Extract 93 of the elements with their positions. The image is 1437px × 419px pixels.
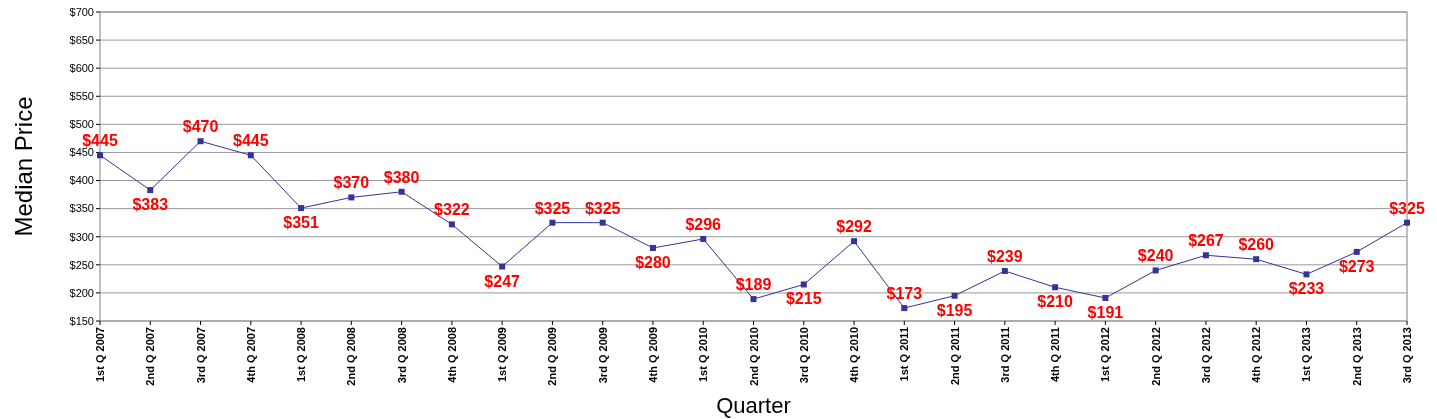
x-tick-label: 1st Q 2007 — [94, 327, 106, 383]
point — [448, 221, 455, 228]
point — [549, 219, 556, 226]
point — [147, 187, 154, 194]
x-tick-label: 3rd Q 2013 — [1401, 327, 1413, 384]
text: $322 — [434, 201, 470, 219]
y-tick-label: $350 — [69, 202, 94, 215]
point — [298, 205, 305, 212]
point — [700, 235, 707, 242]
y-tick-label: $400 — [69, 174, 94, 187]
y-tick-label: $700 — [69, 5, 94, 18]
point — [1052, 284, 1059, 291]
point — [951, 292, 958, 299]
x-tick-label: 4th Q 2012 — [1250, 327, 1263, 383]
text: $195 — [936, 301, 973, 319]
point — [599, 219, 606, 226]
point — [800, 281, 807, 288]
x-tick-label: 1st Q 2008 — [295, 327, 308, 383]
x-tick-label: 4th Q 2008 — [445, 327, 458, 383]
x-tick-label: 2nd Q 2008 — [345, 327, 358, 386]
point — [1404, 219, 1410, 226]
text: $189 — [735, 276, 772, 294]
point — [197, 138, 204, 145]
x-tick-label: 3rd Q 2010 — [797, 327, 810, 384]
text: $325 — [534, 199, 571, 217]
x-tick-label: 3rd Q 2009 — [596, 327, 609, 384]
y-tick-label: $250 — [69, 258, 94, 271]
text: $260 — [1238, 236, 1274, 254]
point — [247, 152, 254, 159]
point — [1253, 256, 1260, 263]
text: $233 — [1288, 280, 1325, 298]
x-tick-label: 2nd Q 2011 — [948, 327, 961, 386]
point — [851, 238, 858, 245]
point — [750, 296, 757, 303]
point — [1353, 248, 1360, 255]
x-tick-label: 1st Q 2013 — [1300, 327, 1313, 383]
y-tick-label: $300 — [69, 230, 94, 243]
point — [398, 188, 405, 195]
y-tick-label: $200 — [69, 286, 94, 299]
x-tick-label: 2nd Q 2010 — [747, 327, 760, 386]
x-tick-label: 3rd Q 2007 — [194, 327, 207, 384]
x-tick-label: 1st Q 2011 — [898, 327, 911, 382]
text: $445 — [233, 132, 269, 150]
x-tick-label: 2nd Q 2009 — [546, 327, 559, 386]
x-tick-label: 2nd Q 2007 — [144, 327, 157, 386]
x-tick-label: 3rd Q 2012 — [1199, 327, 1212, 384]
x-tick-label: 1st Q 2010 — [697, 327, 710, 383]
point — [499, 263, 506, 270]
text: $273 — [1338, 257, 1375, 275]
text: $240 — [1137, 247, 1174, 265]
text: $247 — [484, 272, 520, 290]
x-tick-label: 4th Q 2009 — [646, 327, 659, 383]
y-tick-label: $500 — [69, 118, 94, 131]
x-tick-label: 4th Q 2007 — [244, 327, 257, 383]
point — [649, 244, 656, 251]
text: $239 — [987, 248, 1023, 265]
text: $296 — [685, 215, 722, 233]
x-tick-label: 4th Q 2011 — [1049, 327, 1062, 383]
text: $380 — [383, 168, 420, 186]
text: $267 — [1188, 232, 1224, 250]
x-tick-label: 2nd Q 2013 — [1350, 327, 1363, 386]
text: $191 — [1087, 303, 1124, 321]
x-tick-label: 3rd Q 2008 — [395, 327, 408, 384]
x-tick-label: 2nd Q 2012 — [1149, 327, 1162, 386]
text: $280 — [635, 253, 671, 271]
point — [901, 305, 908, 312]
text: $470 — [182, 118, 219, 136]
text: $292 — [836, 218, 872, 236]
x-tick-label: 3rd Q 2011 — [998, 327, 1011, 383]
y-tick-label: $650 — [69, 33, 94, 46]
text: $215 — [785, 290, 822, 308]
text: $210 — [1037, 293, 1073, 311]
point — [1102, 294, 1109, 301]
point — [1001, 268, 1008, 274]
x-axis-title: Quarter — [716, 393, 791, 418]
point — [1303, 271, 1310, 278]
y-tick-label: $150 — [69, 314, 94, 327]
point — [97, 152, 103, 159]
text: $173 — [886, 285, 923, 303]
text: $383 — [132, 196, 169, 214]
point — [1152, 267, 1159, 274]
y-tick-label: $600 — [69, 62, 94, 75]
y-axis-title: Median Price — [10, 96, 37, 237]
text: $370 — [333, 174, 370, 192]
x-tick-label: 1st Q 2012 — [1099, 327, 1112, 383]
x-tick-label: 4th Q 2010 — [848, 327, 861, 383]
y-tick-label: $550 — [69, 90, 94, 103]
text: $325 — [1389, 199, 1425, 217]
point — [1202, 252, 1209, 259]
point — [348, 194, 355, 201]
text: $325 — [584, 199, 621, 217]
x-tick-label: 1st Q 2009 — [496, 327, 509, 383]
text: $351 — [283, 214, 319, 232]
